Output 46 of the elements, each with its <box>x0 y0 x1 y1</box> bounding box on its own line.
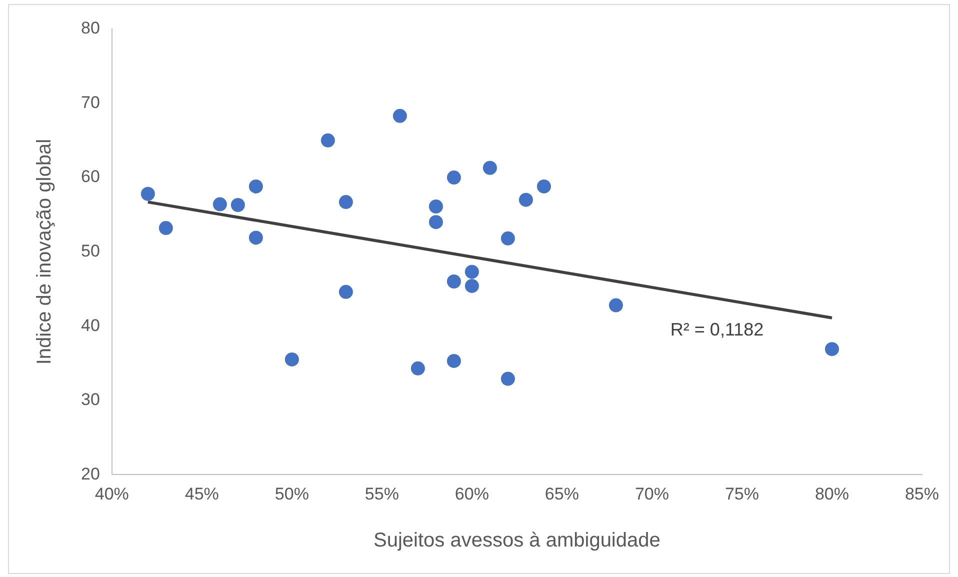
point <box>140 186 155 201</box>
point <box>500 231 515 246</box>
y-tick-label: 80 <box>80 18 100 38</box>
point <box>500 372 515 386</box>
point <box>230 198 245 212</box>
point <box>482 160 497 175</box>
point <box>446 274 461 289</box>
x-tick-label: 65% <box>544 484 579 504</box>
y-tick-label: 70 <box>80 92 100 112</box>
x-tick-label: 75% <box>724 484 759 504</box>
point <box>428 200 443 214</box>
x-tick-label: 70% <box>634 484 669 504</box>
point <box>392 108 407 123</box>
y-tick-label: 60 <box>80 167 100 186</box>
point <box>410 361 425 376</box>
y-tick-label: 40 <box>80 316 100 335</box>
point <box>536 179 551 194</box>
point <box>338 195 353 210</box>
x-tick-label: 40% <box>94 484 129 504</box>
point <box>446 354 461 368</box>
point <box>464 278 479 293</box>
point <box>464 264 479 279</box>
point <box>428 215 443 230</box>
point <box>338 284 353 299</box>
x-tick-label: 45% <box>184 484 219 504</box>
x-tick-label: 85% <box>904 484 940 504</box>
x-tick-label: 50% <box>274 484 309 504</box>
x-tick-label: 60% <box>454 484 489 504</box>
point <box>248 179 263 194</box>
y-axis-title: Indice de inovação global <box>34 138 56 365</box>
point <box>320 133 335 148</box>
x-tick-label: 80% <box>814 484 849 504</box>
y-tick-label: 50 <box>80 241 100 260</box>
y-tick-label: 30 <box>80 390 100 410</box>
point <box>446 170 461 185</box>
point <box>212 197 227 212</box>
y-tick-label: 20 <box>80 464 100 484</box>
point <box>824 342 839 356</box>
point <box>608 298 623 312</box>
x-tick-label: 55% <box>364 484 399 504</box>
point <box>158 221 173 236</box>
point <box>284 352 299 366</box>
annotation: R² = 0,1182 <box>670 320 764 340</box>
x-axis-title: Sujeitos avessos à ambiguidade <box>374 530 660 552</box>
point <box>248 230 263 245</box>
point <box>518 192 533 207</box>
